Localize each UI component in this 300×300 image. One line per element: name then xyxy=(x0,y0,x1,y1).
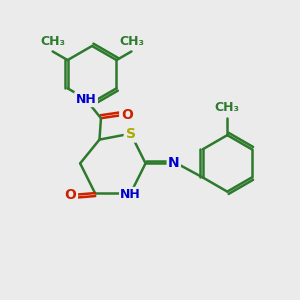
Text: CH₃: CH₃ xyxy=(215,101,240,114)
Text: S: S xyxy=(126,127,136,141)
Text: CH₃: CH₃ xyxy=(40,35,65,49)
Text: O: O xyxy=(64,188,76,202)
Text: N: N xyxy=(168,156,180,170)
Text: NH: NH xyxy=(120,188,141,201)
Text: CH₃: CH₃ xyxy=(119,35,144,49)
Text: NH: NH xyxy=(76,93,97,106)
Text: O: O xyxy=(121,108,133,122)
